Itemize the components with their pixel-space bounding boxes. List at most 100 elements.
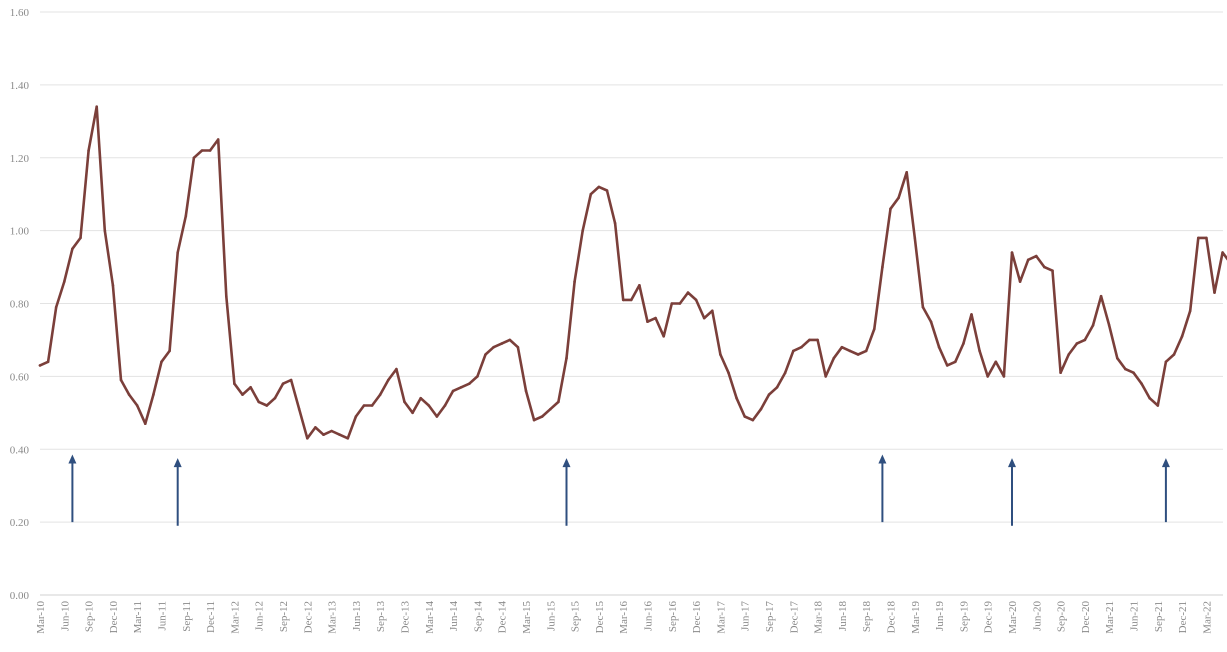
data-point xyxy=(881,265,884,269)
data-point xyxy=(792,349,795,353)
arrow-head xyxy=(1161,458,1170,468)
data-point xyxy=(63,280,66,283)
x-tick-label: Sep-19 xyxy=(958,601,970,633)
x-tick-label: Dec-21 xyxy=(1177,601,1189,633)
x-tick-label: Sep-15 xyxy=(570,601,582,633)
x-tick-label: Dec-16 xyxy=(691,601,703,634)
data-point xyxy=(1205,236,1208,240)
data-point xyxy=(1140,382,1143,386)
data-point xyxy=(970,313,973,316)
data-point xyxy=(605,189,609,192)
data-point xyxy=(403,400,406,404)
x-tick-label: Dec-17 xyxy=(788,601,800,634)
data-point xyxy=(743,415,746,418)
data-point xyxy=(1002,375,1006,378)
arrow-head xyxy=(68,454,77,464)
x-tick-label: Jun-10 xyxy=(59,601,71,631)
x-tick-label: Dec-20 xyxy=(1080,601,1092,634)
x-tick-label: Mar-20 xyxy=(1007,601,1019,634)
y-tick-label: 1.00 xyxy=(10,226,30,238)
data-point xyxy=(767,393,771,396)
x-tick-label: Mar-17 xyxy=(715,601,727,634)
data-point xyxy=(233,382,236,386)
x-tick-label: Jun-14 xyxy=(448,601,460,631)
data-point xyxy=(216,138,220,141)
data-point xyxy=(646,320,649,324)
y-tick-label: 0.40 xyxy=(10,444,30,456)
data-point xyxy=(889,207,892,211)
data-point xyxy=(557,400,560,404)
data-point xyxy=(816,338,819,342)
annotation-arrow xyxy=(1008,458,1016,526)
data-point xyxy=(751,418,755,422)
data-point xyxy=(775,386,779,389)
data-point xyxy=(913,236,917,240)
data-point xyxy=(427,404,431,407)
data-point xyxy=(443,404,447,407)
x-tick-label: Sep-20 xyxy=(1056,601,1068,633)
x-tick-label: Mar-12 xyxy=(229,601,241,634)
data-point xyxy=(524,389,528,393)
data-point xyxy=(735,396,738,400)
data-point xyxy=(468,382,471,386)
data-point xyxy=(694,298,698,302)
data-point xyxy=(249,386,252,389)
x-tick-label: Mar-15 xyxy=(521,601,533,634)
data-point xyxy=(702,316,706,320)
data-point xyxy=(160,360,163,364)
x-tick-label: Dec-14 xyxy=(497,601,509,634)
data-point xyxy=(581,229,584,232)
data-point xyxy=(354,415,358,418)
data-point xyxy=(176,251,179,254)
y-tick-label: 0.20 xyxy=(10,517,30,529)
data-point xyxy=(719,353,722,356)
y-tick-label: 1.20 xyxy=(10,153,30,165)
x-tick-label: Mar-19 xyxy=(910,601,922,634)
data-point xyxy=(225,294,228,298)
gridlines xyxy=(40,11,1223,596)
data-point xyxy=(1043,265,1046,269)
data-point xyxy=(1051,269,1054,273)
data-point xyxy=(127,393,131,396)
data-point xyxy=(808,338,811,342)
x-tick-label: Mar-16 xyxy=(618,601,630,634)
data-point xyxy=(119,378,123,382)
x-tick-label: Jun-11 xyxy=(157,601,169,631)
data-point xyxy=(459,386,463,389)
annotation-arrow xyxy=(1161,458,1170,523)
data-point xyxy=(1197,236,1200,240)
data-point xyxy=(678,302,682,305)
x-tick-label: Jun-18 xyxy=(837,601,849,631)
x-tick-label: Sep-10 xyxy=(84,601,96,633)
y-tick-label: 1.60 xyxy=(10,7,30,19)
data-point xyxy=(1010,251,1014,254)
data-point xyxy=(144,422,147,426)
data-point xyxy=(954,360,957,364)
data-point xyxy=(897,196,900,200)
data-point xyxy=(1116,356,1119,360)
data-point xyxy=(1132,371,1135,375)
data-point xyxy=(306,437,309,440)
data-point xyxy=(184,214,188,218)
x-tick-label: Jun-20 xyxy=(1031,601,1043,631)
data-point xyxy=(654,316,657,320)
data-point xyxy=(905,171,908,174)
data-point xyxy=(79,236,82,240)
data-point xyxy=(476,375,479,378)
data-point xyxy=(46,360,50,364)
data-point xyxy=(111,284,115,287)
data-point xyxy=(38,364,42,367)
data-point xyxy=(921,305,925,309)
series-line xyxy=(38,105,1227,440)
data-point xyxy=(152,393,155,396)
arrow-head xyxy=(562,458,571,468)
data-point xyxy=(241,393,244,396)
data-point xyxy=(540,415,544,418)
x-tick-label: Sep-17 xyxy=(764,601,776,633)
data-point xyxy=(800,345,803,349)
x-tick-label: Sep-13 xyxy=(375,601,387,633)
data-point xyxy=(686,291,690,294)
data-point xyxy=(864,349,868,353)
data-point xyxy=(1148,396,1151,400)
